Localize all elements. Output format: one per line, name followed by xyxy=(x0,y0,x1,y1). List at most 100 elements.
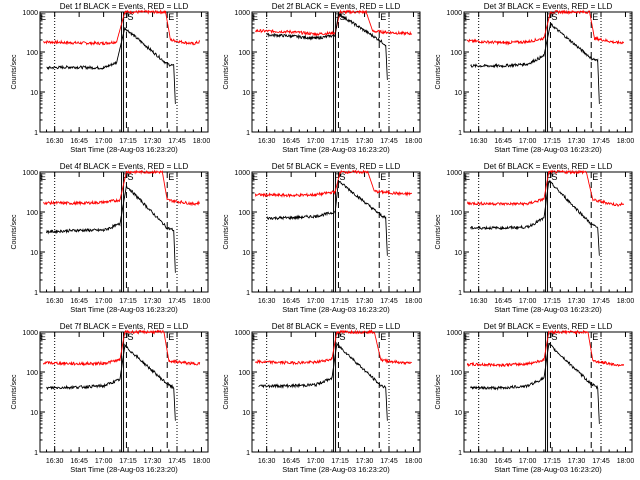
x-tick-label: 16:45 xyxy=(494,458,512,465)
x-axis-label: Start Time (28-Aug-03 16:23:20) xyxy=(494,305,602,314)
lld-series-line xyxy=(43,171,200,205)
y-tick-label: 10 xyxy=(454,90,462,97)
y-tick-label: 1 xyxy=(246,290,250,297)
chart-panel-2: Det 2f BLACK = Events, RED = LLD 1 10 100 10… xyxy=(223,2,422,154)
x-tick-label: 17:15 xyxy=(331,458,349,465)
x-axis-label: Start Time (28-Aug-03 16:23:20) xyxy=(70,145,178,154)
events-series-line xyxy=(259,344,388,421)
x-tick-label: 17:45 xyxy=(380,138,398,145)
marker-label: E xyxy=(40,172,46,182)
marker-label: F xyxy=(547,332,553,342)
y-tick-label: 1000 xyxy=(446,330,462,337)
marker-label: E xyxy=(592,172,598,182)
events-series-line xyxy=(47,27,176,104)
events-series-line xyxy=(47,345,176,421)
marker-label: E xyxy=(168,12,174,22)
y-tick-label: 1000 xyxy=(22,10,38,17)
y-tick-label: 1 xyxy=(246,450,250,457)
y-tick-label: 10 xyxy=(454,410,462,417)
x-tick-label: 18:00 xyxy=(405,138,423,145)
marker-label: E xyxy=(380,12,386,22)
x-tick-label: 16:45 xyxy=(70,298,88,305)
x-tick-label: 17:30 xyxy=(356,458,374,465)
chart-title: Det 4f BLACK = Events, RED = LLD xyxy=(60,162,189,171)
x-tick-label: 18:00 xyxy=(193,458,211,465)
chart-title: Det 5f BLACK = Events, RED = LLD xyxy=(272,162,401,171)
y-axis-label: Counts/sec xyxy=(435,374,442,410)
x-tick-label: 17:30 xyxy=(144,138,162,145)
y-axis-label: Counts/sec xyxy=(435,54,442,90)
marker-label: E xyxy=(464,332,470,342)
marker-label: E xyxy=(168,172,174,182)
y-tick-label: 1000 xyxy=(234,330,250,337)
x-tick-label: 16:30 xyxy=(470,458,488,465)
y-tick-label: 100 xyxy=(26,370,38,377)
x-tick-label: 17:30 xyxy=(568,138,586,145)
y-tick-label: 1 xyxy=(34,130,38,137)
y-tick-label: 10 xyxy=(242,90,250,97)
x-tick-label: 17:45 xyxy=(592,298,610,305)
x-tick-label: 17:45 xyxy=(168,138,186,145)
y-tick-label: 10 xyxy=(30,410,38,417)
x-tick-label: 17:00 xyxy=(95,458,113,465)
x-tick-label: 16:45 xyxy=(494,298,512,305)
marker-label: E xyxy=(168,332,174,342)
y-axis-label: Counts/sec xyxy=(11,54,18,90)
marker-label: F xyxy=(123,332,129,342)
marker-label: E xyxy=(380,172,386,182)
marker-label: S xyxy=(339,172,345,182)
y-tick-label: 1000 xyxy=(234,170,250,177)
x-tick-label: 18:00 xyxy=(193,298,211,305)
y-tick-label: 10 xyxy=(242,410,250,417)
x-tick-label: 16:30 xyxy=(46,298,64,305)
marker-label: E xyxy=(252,332,258,342)
marker-label: E xyxy=(464,12,470,22)
x-tick-label: 17:15 xyxy=(543,298,561,305)
marker-label: E xyxy=(592,12,598,22)
y-tick-label: 1 xyxy=(458,450,462,457)
lld-series-line xyxy=(43,11,200,45)
x-tick-label: 17:45 xyxy=(168,298,186,305)
x-tick-label: 17:30 xyxy=(568,458,586,465)
y-tick-label: 100 xyxy=(26,210,38,217)
chart-title: Det 6f BLACK = Events, RED = LLD xyxy=(484,162,613,171)
x-tick-label: 17:30 xyxy=(356,298,374,305)
x-axis-label: Start Time (28-Aug-03 16:23:20) xyxy=(70,305,178,314)
x-tick-label: 17:00 xyxy=(307,458,325,465)
x-tick-label: 17:15 xyxy=(543,458,561,465)
x-tick-label: 18:00 xyxy=(193,138,211,145)
marker-label: S xyxy=(127,172,133,182)
chart-panel-9: Det 9f BLACK = Events, RED = LLD 1 10 100 10… xyxy=(435,322,634,474)
y-axis-label: Counts/sec xyxy=(11,374,18,410)
x-tick-label: 18:00 xyxy=(617,458,635,465)
x-tick-label: 17:00 xyxy=(95,138,113,145)
x-tick-label: 16:30 xyxy=(46,458,64,465)
lld-series-line xyxy=(43,331,200,365)
x-tick-label: 17:00 xyxy=(519,298,537,305)
x-tick-label: 17:00 xyxy=(519,458,537,465)
marker-label: E xyxy=(464,172,470,182)
chart-title: Det 9f BLACK = Events, RED = LLD xyxy=(484,322,613,331)
lld-series-line xyxy=(255,331,411,365)
x-tick-label: 17:15 xyxy=(119,138,137,145)
y-tick-label: 1000 xyxy=(446,10,462,17)
x-tick-label: 16:30 xyxy=(470,138,488,145)
x-tick-label: 18:00 xyxy=(405,458,423,465)
y-axis-label: Counts/sec xyxy=(11,214,18,250)
y-tick-label: 100 xyxy=(26,50,38,57)
chart-panel-8: Det 8f BLACK = Events, RED = LLD 1 10 100 10… xyxy=(223,322,422,474)
x-tick-label: 17:30 xyxy=(356,138,374,145)
marker-label: E xyxy=(252,12,258,22)
marker-label: F xyxy=(123,12,129,22)
chart-panel-4: Det 4f BLACK = Events, RED = LLD 1 10 100 10… xyxy=(11,162,210,314)
marker-label: F xyxy=(335,172,341,182)
x-tick-label: 17:15 xyxy=(331,298,349,305)
chart-panel-1: Det 1f BLACK = Events, RED = LLD 1 10 100 10… xyxy=(11,2,210,154)
chart-title: Det 1f BLACK = Events, RED = LLD xyxy=(60,2,189,11)
marker-label: F xyxy=(335,332,341,342)
y-axis-label: Counts/sec xyxy=(435,214,442,250)
y-tick-label: 100 xyxy=(238,210,250,217)
y-axis-label: Counts/sec xyxy=(223,374,230,410)
y-tick-label: 1000 xyxy=(22,330,38,337)
marker-label: S xyxy=(127,12,133,22)
